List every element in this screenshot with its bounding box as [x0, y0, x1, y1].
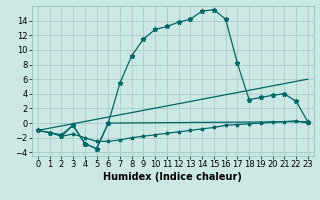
X-axis label: Humidex (Indice chaleur): Humidex (Indice chaleur)	[103, 172, 242, 182]
